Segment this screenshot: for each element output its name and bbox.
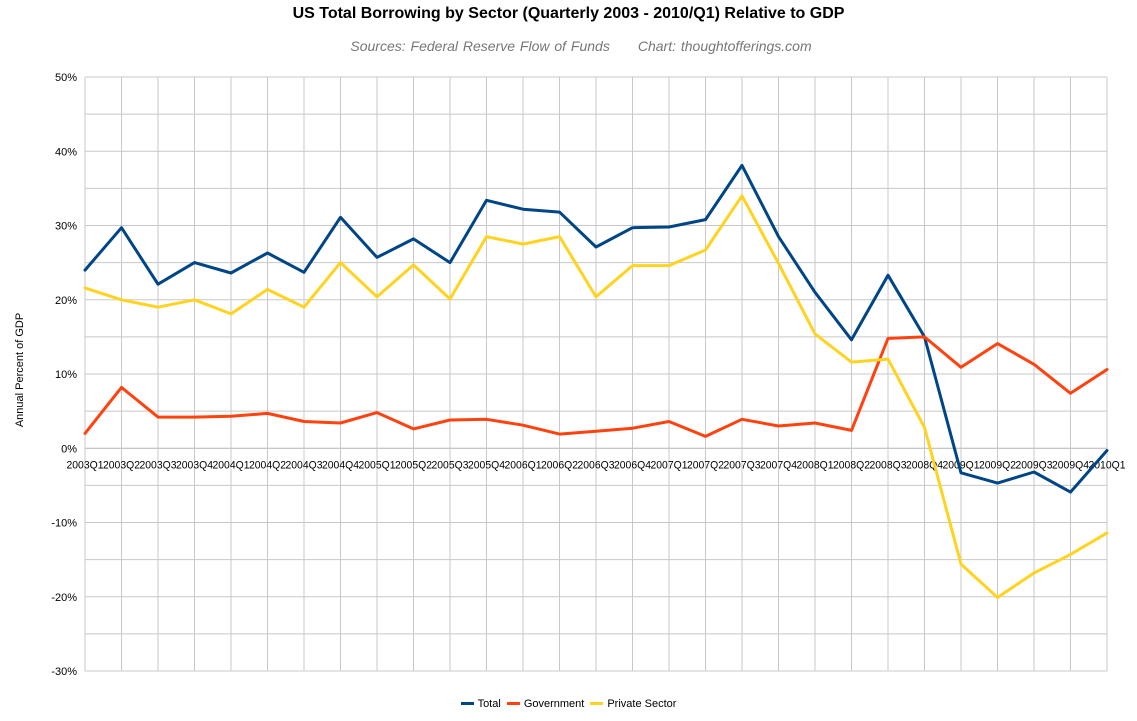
y-tick-label: -10%: [51, 518, 77, 530]
y-axis-ticks: 50% 40% 30% 20% 10% 0% -10% -20% -30%: [51, 72, 77, 678]
x-tick-label: 2005Q1: [359, 459, 396, 471]
subtitle-credit: Chart: thoughtofferings.com: [637, 38, 812, 54]
x-tick-label: 2004Q2: [249, 459, 286, 471]
grid: [84, 76, 1108, 672]
y-tick-label: 40%: [55, 146, 77, 158]
series-line-private-sector: [83, 194, 1109, 599]
x-tick-label: 2004Q3: [286, 459, 323, 471]
x-tick-label: 2003Q1: [67, 459, 104, 471]
x-tick-label: 2008Q1: [797, 459, 834, 471]
series-line-total: [83, 163, 1109, 494]
x-axis-ticks: 2003Q1 2003Q2 2003Q3 2003Q4 2004Q1 2004Q2 2004…: [67, 459, 1126, 471]
x-tick-label: 2006Q1: [505, 459, 542, 471]
subtitle-source: Sources: Federal Reserve Flow of Funds: [350, 38, 610, 54]
x-tick-label: 2007Q3: [724, 459, 761, 471]
legend-item: Private Sector: [590, 698, 676, 710]
x-tick-label: 2005Q3: [432, 459, 469, 471]
x-tick-label: 2004Q1: [213, 459, 250, 471]
x-tick-label: 2005Q4: [468, 459, 505, 471]
x-tick-label: 2003Q2: [103, 459, 140, 471]
legend-item: Government: [506, 697, 585, 710]
x-tick-label: 2006Q3: [578, 459, 615, 471]
legend-label: Total: [477, 697, 501, 710]
x-tick-label: 2007Q1: [651, 459, 688, 471]
x-tick-label: 2008Q3: [870, 459, 907, 471]
x-tick-label: 2008Q4: [906, 459, 943, 471]
x-tick-label: 2006Q2: [541, 459, 578, 471]
x-tick-label: 2003Q4: [176, 459, 213, 471]
legend-swatch: [460, 702, 474, 705]
legend-swatch: [506, 702, 520, 705]
y-tick-label: 0%: [61, 443, 77, 455]
x-tick-label: 2009Q3: [1016, 459, 1053, 471]
y-tick-label: -30%: [51, 666, 77, 678]
legend-label: Private Sector: [607, 697, 677, 710]
x-tick-label: 2005Q2: [395, 459, 432, 471]
legend-label: Government: [523, 697, 585, 710]
y-tick-label: 20%: [55, 295, 77, 307]
series-line-government: [83, 335, 1109, 438]
legend-item: Total: [460, 697, 501, 710]
series-lines: [83, 163, 1109, 599]
line-chart: 50%40%30%20%10%0%-10%-20%-30% 2003Q1 2003…: [51, 72, 1126, 678]
chart-title: US Total Borrowing by Sector (Quarterly …: [292, 5, 845, 22]
x-tick-label: 2007Q2: [687, 459, 724, 471]
legend: Total Government Private Sector: [0, 696, 1137, 710]
y-tick-label: 10%: [55, 369, 77, 381]
x-tick-label: 2006Q4: [614, 459, 651, 471]
y-tick-label: 30%: [55, 221, 77, 233]
y-tick-label: -20%: [51, 592, 77, 604]
x-tick-label: 2003Q3: [140, 459, 177, 471]
legend-swatch: [590, 702, 604, 705]
x-tick-label: 2009Q2: [979, 459, 1016, 471]
x-tick-label: 2004Q4: [322, 459, 359, 471]
x-tick-label: 2008Q2: [833, 459, 870, 471]
x-tick-label: 2009Q1: [943, 459, 980, 471]
chart-subtitle: Sources: Federal Reserve Flow of Funds Ch…: [0, 38, 1137, 54]
y-tick-label: 50%: [55, 72, 77, 84]
x-tick-label: 2007Q4: [760, 459, 797, 471]
x-tick-label: 2009Q4: [1052, 459, 1089, 471]
